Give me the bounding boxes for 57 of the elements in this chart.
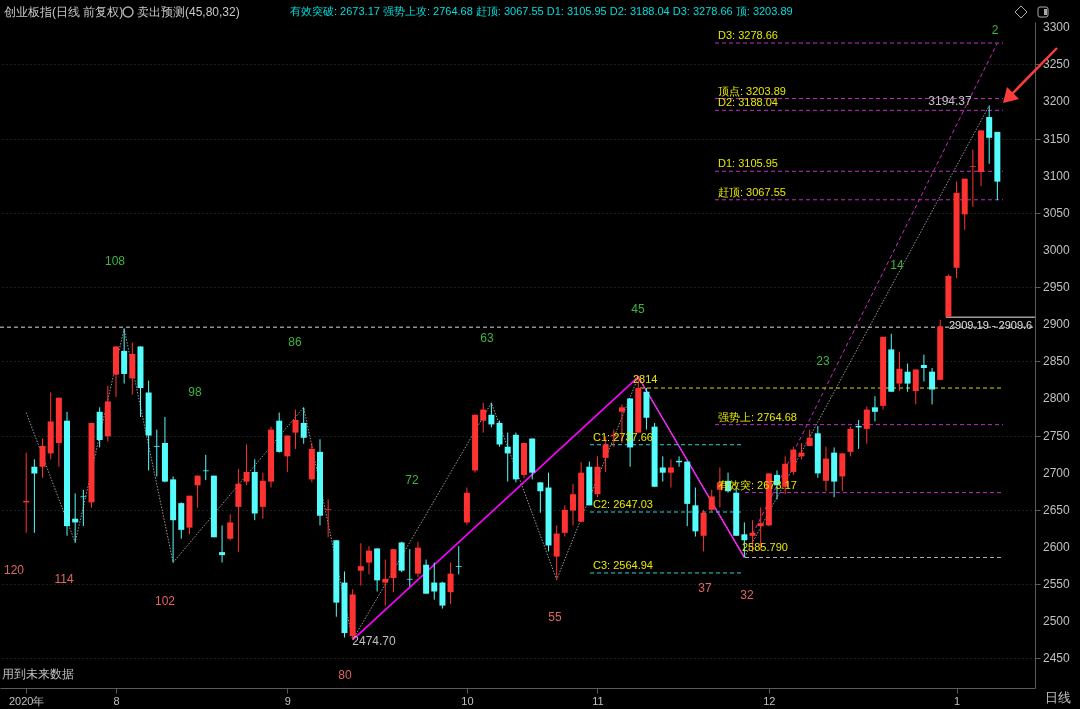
y-tick-label: 2800: [1043, 391, 1071, 406]
y-tick-label: 2700: [1043, 465, 1071, 480]
y-tick-label: 2600: [1043, 539, 1071, 554]
y-tick-label: 3150: [1043, 131, 1071, 146]
y-tick-label: 3050: [1043, 205, 1071, 220]
x-tick-label: 1: [953, 694, 961, 707]
annotation: 86: [288, 335, 302, 349]
y-tick-label: 3100: [1043, 168, 1071, 183]
annotation: 114: [54, 572, 74, 586]
y-tick-label: 2500: [1043, 614, 1071, 629]
x-axis-title: 日线: [1044, 689, 1071, 705]
ref-line-label: C3: 2564.94: [593, 558, 653, 571]
y-tick-label: 2450: [1043, 651, 1071, 666]
annotation: 108: [104, 254, 126, 268]
ref-line-label: C2: 2647.03: [593, 498, 653, 511]
annotation: 37: [698, 581, 712, 595]
x-tick-label: 8: [113, 694, 120, 707]
x-tick-label: 9: [284, 694, 291, 707]
annotation: 32: [740, 588, 754, 602]
y-tick-label: 2650: [1043, 502, 1071, 517]
annotation: 63: [480, 331, 494, 345]
annotation: 120: [3, 563, 25, 577]
annotation: 用到未来数据: [2, 667, 74, 681]
text: 有效突破: 2673.17 强势上攻: 2764.68 赶顶: 3067.55 D1: 3105.95 D2: 3188.04 D3: 3278.66 顶: 3203.89: [290, 5, 793, 17]
y-tick-label: 3250: [1043, 57, 1071, 72]
y-tick-label: 3300: [1043, 20, 1071, 35]
ref-line-label: D2: 3188.04: [718, 96, 778, 109]
annotation: 14: [890, 258, 904, 272]
annotation: 98: [188, 385, 202, 399]
annotation: 23: [816, 354, 830, 368]
y-tick-label: 3200: [1043, 94, 1071, 109]
x-tick-label: 2020年: [8, 694, 45, 707]
chart-title: 创业板指(日线 前复权): [4, 5, 124, 19]
ref-line-label: 强势上: 2764.68: [718, 410, 797, 423]
y-tick-label: 2550: [1043, 577, 1071, 592]
annotation: 45: [631, 302, 645, 316]
y-tick-label: 2750: [1043, 428, 1071, 443]
ref-line-label: 顶点: 3203.89: [718, 84, 786, 97]
ref-line-label: 赶顶: 3067.55: [718, 185, 786, 198]
y-tick-label: 2950: [1043, 280, 1071, 295]
y-tick-label: 2850: [1043, 354, 1071, 369]
x-tick-label: 12: [763, 694, 776, 707]
annotation: 80: [338, 668, 352, 682]
band-label: 2909.19 - 2909.6: [949, 319, 1033, 332]
x-tick-label: 10: [461, 694, 474, 707]
y-tick-label: 2900: [1043, 317, 1071, 332]
ref-line-label: D3: 3278.66: [718, 29, 778, 42]
annotation: 72: [405, 473, 419, 487]
annotation: 55: [548, 610, 562, 624]
chart-subtitle: 卖出预测(45,80,32): [137, 5, 240, 19]
annotation: 2: [991, 23, 999, 37]
annotation: 102: [154, 594, 176, 608]
ref-line-label: D1: 3105.95: [718, 157, 778, 170]
annotation: 3194.37: [928, 94, 973, 108]
annotation: 2474.70: [352, 634, 397, 648]
y-tick-label: 3000: [1043, 242, 1071, 257]
x-tick-label: 11: [592, 694, 604, 707]
